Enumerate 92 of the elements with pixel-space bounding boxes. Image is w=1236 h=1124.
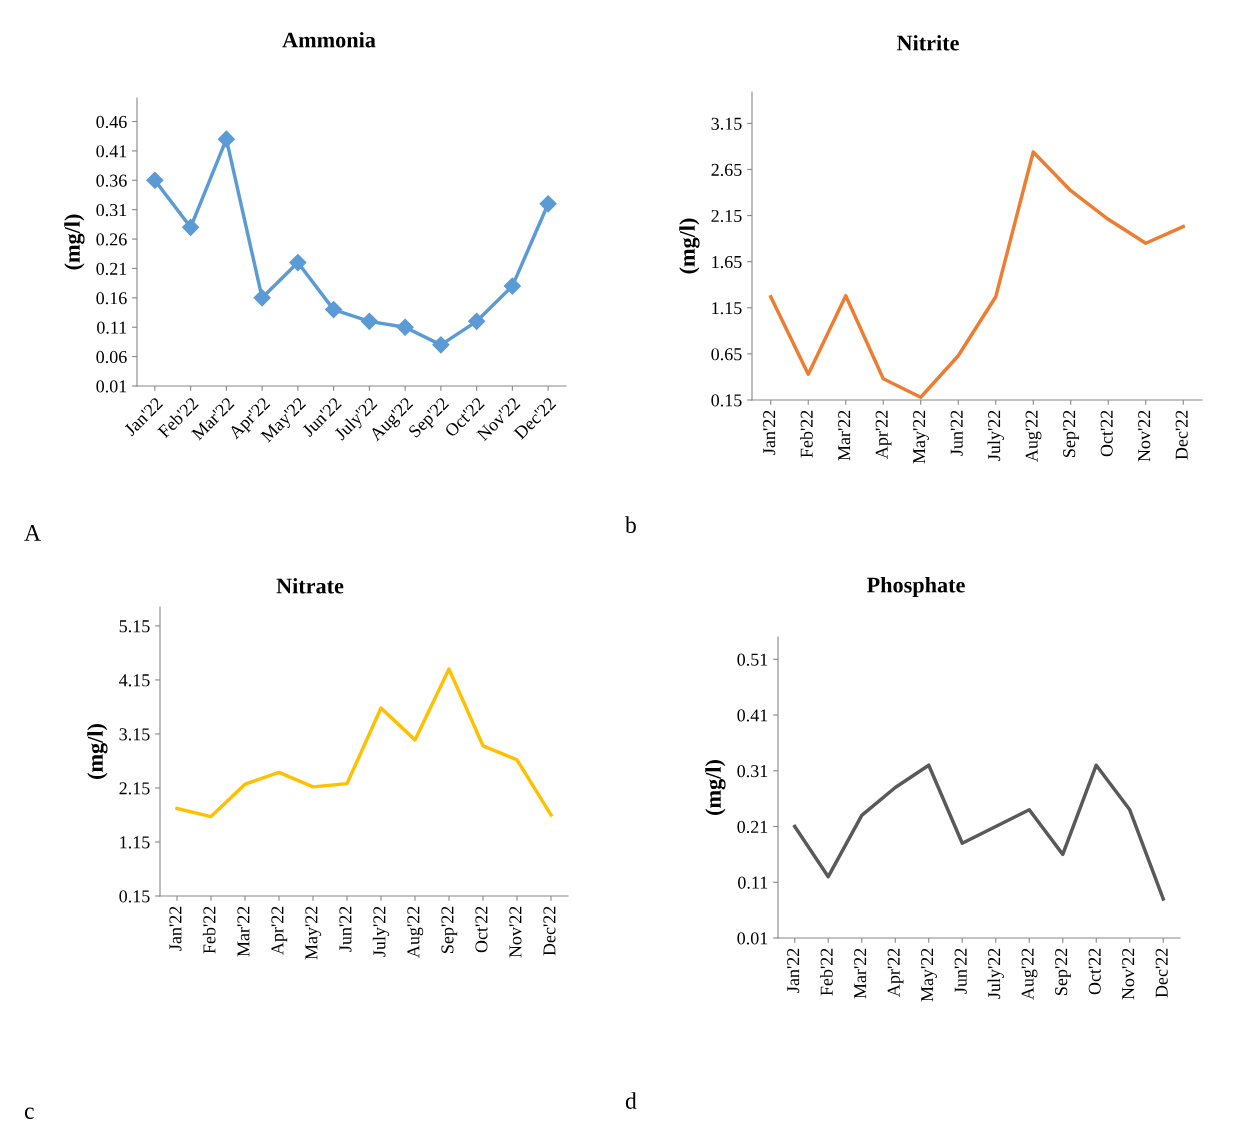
chart-title: Phosphate	[866, 576, 965, 598]
y-tick-label: 0.11	[97, 321, 127, 334]
point	[253, 289, 271, 307]
x-tick-label: Nov'22	[1122, 948, 1135, 1000]
x-tick-label: May'22	[913, 410, 929, 464]
x-tick-label: Oct'22	[475, 906, 488, 953]
x-tick-label: July'22	[987, 948, 1004, 999]
x-tick-label: Dec'22	[1175, 410, 1188, 460]
point	[146, 171, 164, 189]
chart-title: Nitrite	[896, 34, 959, 51]
x-tick-label: Jan'22	[763, 410, 776, 455]
x-tick-label: Mar'22	[237, 906, 250, 957]
text: c	[24, 1107, 34, 1119]
x-tick-label: Sep'22	[1063, 410, 1079, 457]
line-series	[769, 150, 1185, 399]
x-tick-label: May'22	[305, 906, 322, 960]
y-tick-label: 2.15	[119, 782, 150, 795]
y-tick-label: 0.31	[737, 765, 768, 778]
x-tick-label: Aug'22	[1025, 410, 1042, 462]
chart-title: Nitrate	[276, 577, 344, 594]
line-series	[793, 763, 1165, 901]
x-tick-label: Mar'22	[838, 410, 851, 461]
y-axis-title: (mg/l)	[87, 724, 108, 779]
x-tick-label: Jan'22	[787, 948, 800, 993]
y-tick-label: 0.16	[96, 292, 127, 305]
y-tick-label: 2.15	[711, 209, 742, 223]
y-tick-label: 3.15	[119, 728, 150, 741]
y-tick-label: 0.26	[96, 233, 127, 246]
text: b	[625, 516, 636, 533]
y-tick-label: 0.11	[738, 876, 768, 889]
y-tick-label: 0.21	[96, 262, 127, 275]
y-tick-label: 0.41	[96, 145, 127, 158]
x-tick-label: Dec'22	[1155, 948, 1168, 998]
y-tick-label: 0.01	[737, 932, 768, 945]
point	[325, 301, 343, 319]
point	[360, 312, 378, 330]
y-tick-label: 0.36	[96, 174, 127, 187]
y-axis-title: (mg/l)	[705, 760, 726, 815]
y-tick-label: 1.15	[712, 302, 742, 315]
y-tick-label: 1.65	[712, 255, 742, 269]
x-tick-label: Mar'22	[854, 948, 867, 999]
y-tick-label: 0.01	[96, 380, 127, 393]
x-tick-label: Oct'22	[1088, 948, 1101, 995]
point	[432, 336, 450, 354]
point	[503, 277, 521, 295]
y-tick-label: 0.51	[737, 653, 768, 666]
y-tick-label: 3.15	[711, 117, 742, 130]
line-series	[175, 667, 553, 819]
x-tick-label: Jun'22	[339, 906, 352, 952]
x-tick-label: Feb'22	[820, 948, 833, 996]
x-tick-label: Jun'22	[954, 948, 967, 994]
y-axis-title: (mg/l)	[679, 218, 700, 274]
y-axis-title: (mg/l)	[64, 214, 85, 270]
x-tick-label: Jan'22	[169, 906, 182, 951]
text: A	[24, 525, 41, 541]
y-tick-label: 0.41	[737, 709, 768, 722]
x-tick-label: Apr'22	[875, 410, 892, 459]
y-tick-label: 4.15	[119, 674, 150, 687]
x-tick-label: Dec'22	[543, 906, 556, 956]
x-tick-label: Nov'22	[509, 906, 522, 958]
x-tick-label: Apr'22	[271, 906, 288, 955]
point	[396, 318, 414, 336]
x-tick-label: Sep'22	[441, 906, 458, 953]
point	[539, 195, 557, 213]
y-tick-label: 0.31	[96, 203, 127, 217]
x-tick-label: Feb'22	[800, 410, 813, 458]
chart-title: Ammonia	[282, 31, 376, 48]
point	[217, 130, 235, 148]
y-tick-label: 2.65	[711, 163, 742, 176]
y-tick-label: 0.06	[96, 350, 127, 364]
x-tick-label: Apr'22	[887, 948, 904, 997]
point	[468, 312, 486, 330]
y-tick-label: 0.65	[711, 348, 742, 361]
x-tick-label: Aug'22	[1021, 948, 1038, 1000]
x-tick-label: Feb'22	[202, 906, 216, 954]
x-tick-label: July'22	[987, 410, 1004, 461]
text: d	[625, 1092, 637, 1109]
y-tick-label: 0.46	[96, 115, 127, 129]
y-tick-label: 1.15	[120, 836, 150, 849]
x-tick-label: Aug'22	[407, 906, 424, 958]
y-tick-label: 0.15	[711, 394, 742, 407]
x-tick-label: Nov'22	[1138, 410, 1151, 462]
x-tick-label: Jun'22	[950, 410, 963, 456]
x-tick-label: Sep'22	[1055, 948, 1071, 995]
x-tick-label: Oct'22	[1100, 410, 1113, 457]
point	[289, 254, 307, 272]
x-tick-label: July'22	[372, 906, 390, 957]
point	[182, 218, 200, 236]
y-tick-label: 0.21	[737, 820, 768, 834]
y-tick-label: 0.15	[119, 890, 150, 903]
y-tick-label: 5.15	[119, 620, 150, 633]
x-tick-label: May'22	[921, 948, 937, 1002]
